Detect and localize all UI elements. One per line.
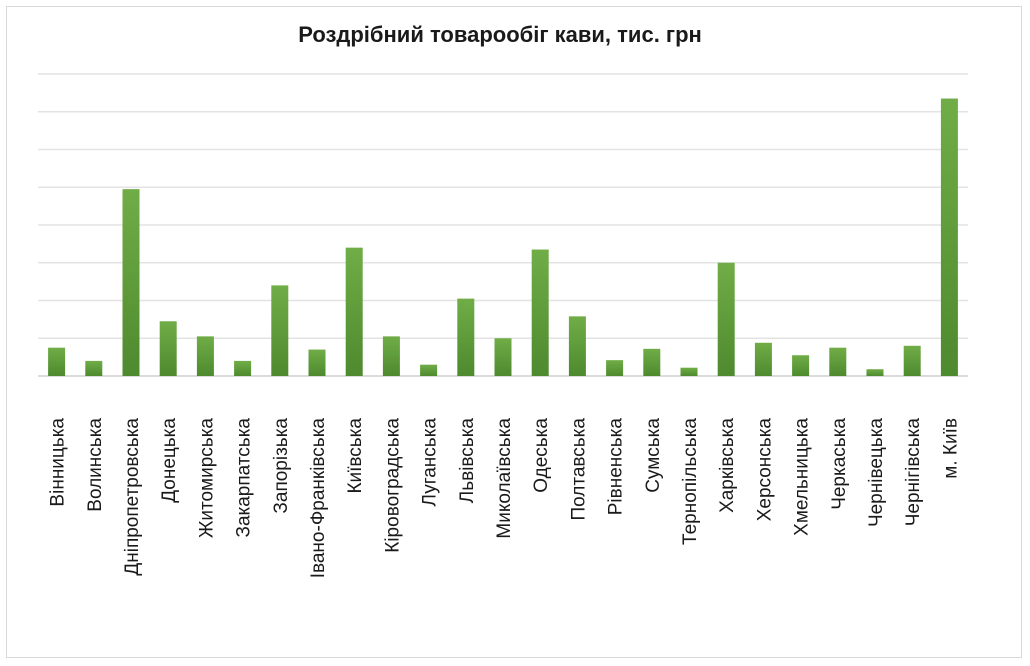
bar [494, 338, 512, 376]
bar [643, 348, 661, 376]
bar [829, 347, 847, 376]
bar [903, 345, 921, 376]
bar [531, 249, 549, 376]
category-labels: Вінницька Волинська Дніпропетровська Донець… [48, 418, 962, 579]
x-tick-label: Хмельницька [792, 418, 813, 536]
bar [866, 369, 884, 376]
bar [940, 98, 958, 376]
bar [568, 316, 586, 376]
bar [48, 347, 66, 376]
bar [717, 262, 735, 376]
bar [308, 349, 326, 376]
x-tick-label: Житомирська [196, 418, 217, 539]
bar [606, 360, 624, 376]
x-tick-label: Чернігівська [903, 418, 924, 527]
x-tick-label: Тернопільська [680, 418, 701, 545]
bar [271, 285, 289, 376]
gridlines [38, 73, 968, 377]
x-tick-label: Херсонська [754, 418, 775, 522]
x-tick-label: Харківська [717, 418, 738, 513]
bar [345, 247, 363, 376]
bar [754, 342, 772, 376]
x-tick-label: м. Київ [940, 418, 961, 479]
x-tick-label: Львівська [457, 418, 478, 504]
chart-title: Роздрібний товарообіг кави, тис. грн [298, 22, 702, 47]
x-tick-label: Закарпатська [234, 418, 255, 538]
x-tick-label: Київська [345, 418, 366, 494]
x-tick-label: Миколаївська [494, 418, 515, 539]
bar [457, 298, 475, 376]
bar [159, 321, 177, 376]
x-tick-label: Вінницька [48, 418, 69, 507]
bar [382, 336, 400, 376]
x-tick-label: Івано-Франківська [308, 418, 329, 579]
x-tick-label: Дніпропетровська [122, 418, 143, 576]
x-tick-label: Луганська [420, 418, 441, 507]
x-tick-label: Донецька [159, 418, 180, 503]
x-tick-label: Чернівецька [866, 418, 887, 527]
x-tick-label: Кіровоградська [382, 418, 403, 553]
bar [420, 364, 438, 376]
bar [792, 355, 810, 376]
bar [234, 360, 252, 376]
bar [196, 336, 214, 376]
x-tick-label: Рівненська [606, 418, 627, 516]
bar [680, 367, 698, 376]
x-tick-label: Запорізька [271, 418, 292, 514]
bar [85, 360, 103, 376]
x-tick-label: Сумська [643, 418, 664, 493]
bars [48, 98, 958, 376]
x-tick-label: Полтавська [568, 418, 589, 521]
bar [122, 189, 140, 376]
x-tick-label: Волинська [85, 418, 106, 512]
x-tick-label: Одеська [531, 418, 552, 493]
x-tick-label: Черкаська [829, 418, 850, 510]
